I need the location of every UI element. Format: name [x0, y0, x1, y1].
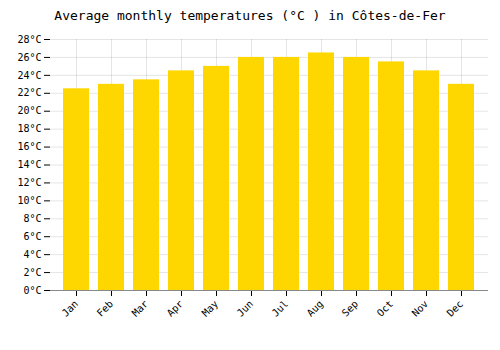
svg-text:28°C: 28°C: [17, 34, 41, 45]
svg-text:Dec: Dec: [445, 298, 466, 319]
svg-text:Sep: Sep: [340, 298, 361, 319]
svg-text:Jan: Jan: [60, 298, 81, 319]
svg-text:6°C: 6°C: [23, 231, 41, 242]
svg-text:Jul: Jul: [270, 298, 291, 319]
svg-text:4°C: 4°C: [23, 249, 41, 260]
svg-text:Feb: Feb: [95, 298, 116, 319]
svg-text:Jun: Jun: [235, 298, 256, 319]
svg-text:22°C: 22°C: [17, 87, 41, 98]
svg-text:0°C: 0°C: [23, 285, 41, 296]
svg-text:20°C: 20°C: [17, 105, 41, 116]
svg-text:Oct: Oct: [375, 298, 396, 319]
svg-text:24°C: 24°C: [17, 70, 41, 81]
svg-text:Nov: Nov: [410, 298, 431, 319]
svg-text:16°C: 16°C: [17, 141, 41, 152]
svg-text:14°C: 14°C: [17, 159, 41, 170]
svg-text:26°C: 26°C: [17, 52, 41, 63]
svg-text:8°C: 8°C: [23, 213, 41, 224]
svg-text:18°C: 18°C: [17, 123, 41, 134]
svg-text:10°C: 10°C: [17, 195, 41, 206]
html-text:Average monthly temperatures (: Average monthly temperatures (°C ) in Cô…: [54, 8, 446, 23]
svg-text:Aug: Aug: [305, 298, 326, 319]
svg-text:12°C: 12°C: [17, 177, 41, 188]
svg-text:Apr: Apr: [165, 298, 186, 319]
svg-text:Mar: Mar: [130, 298, 151, 319]
svg-text:May: May: [200, 298, 221, 319]
svg-text:2°C: 2°C: [23, 267, 41, 278]
